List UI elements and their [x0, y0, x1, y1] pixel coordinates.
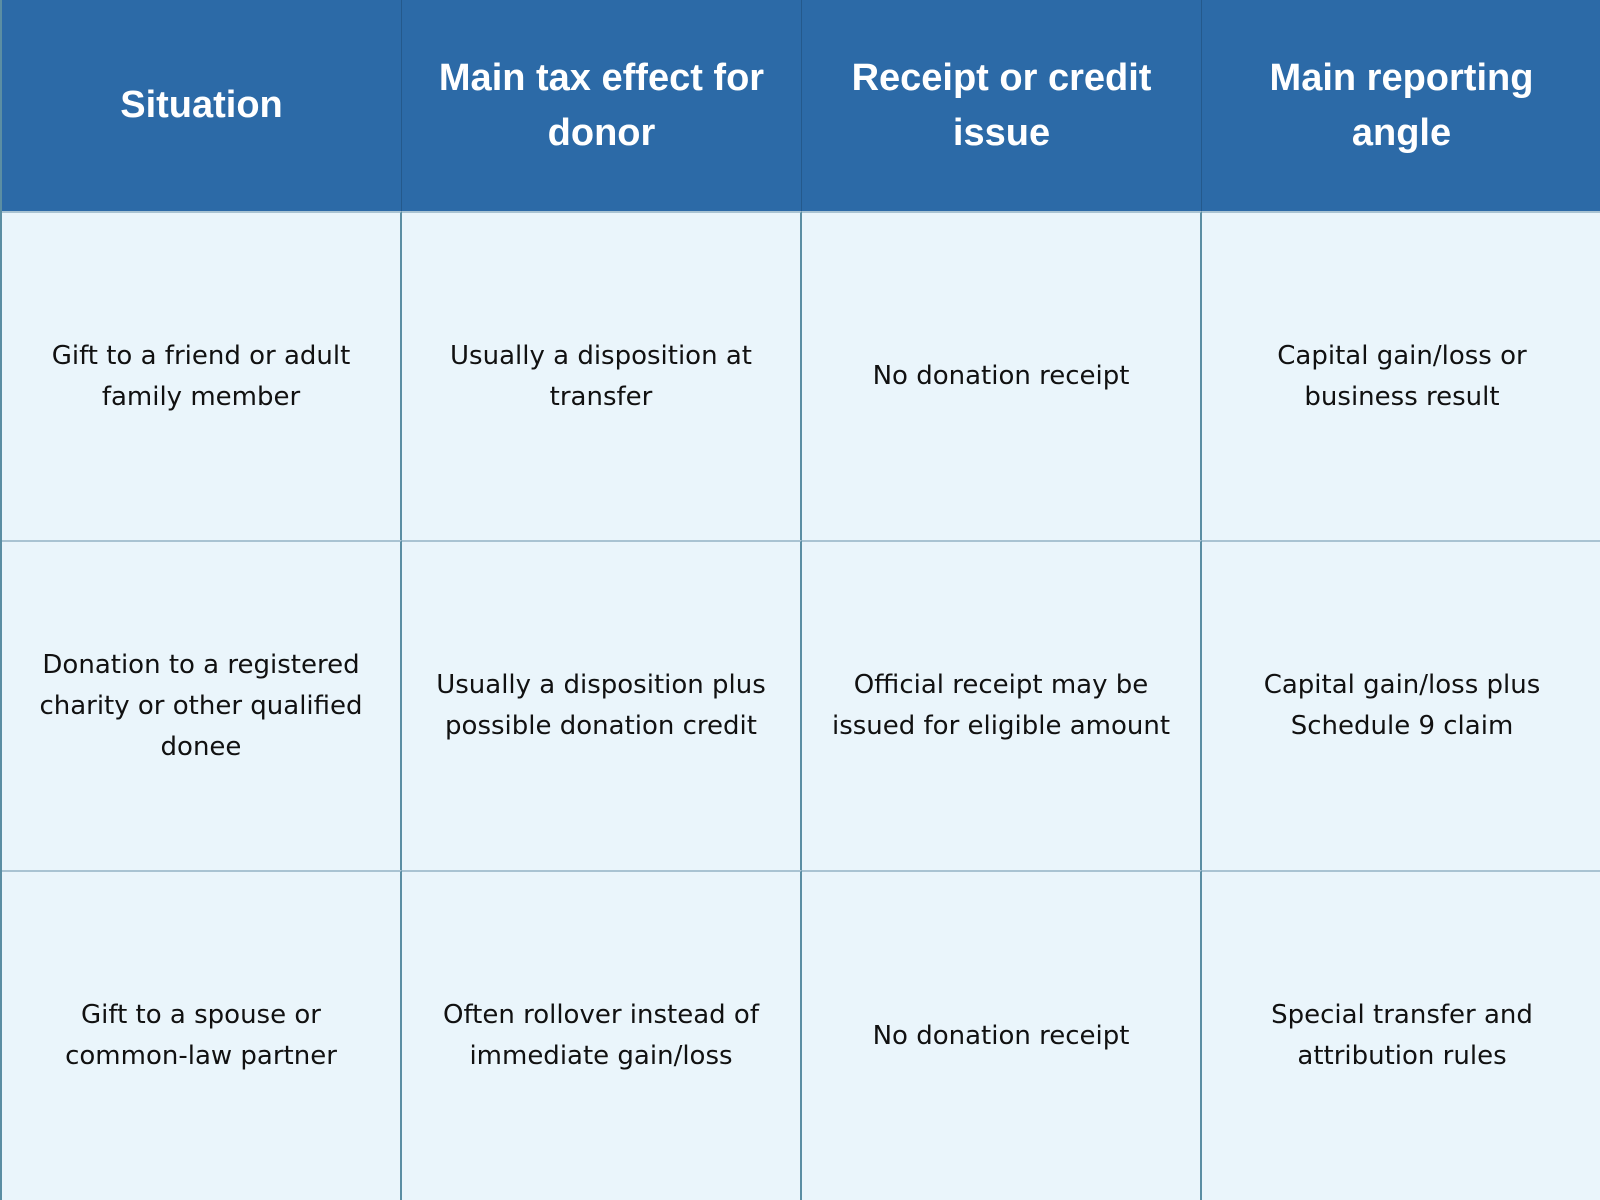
cell-text: Gift to a spouse or common-law partner [65, 1000, 337, 1071]
cell-text: No donation receipt [872, 1020, 1130, 1051]
cell-text: Often rollover instead of immediate gain… [442, 1000, 759, 1071]
cell-text: Special transfer and attribution rules [1271, 1000, 1533, 1071]
table-cell-situation: Gift to a friend or adult family member [2, 211, 402, 540]
cell-text: Usually a disposition plus possible dona… [436, 670, 766, 741]
table-cell-receipt: No donation receipt [802, 211, 1202, 540]
table-cell-receipt: Official receipt may be issued for eligi… [802, 540, 1202, 870]
table-cell-reporting: Capital gain/loss plus Schedule 9 claim [1202, 540, 1600, 870]
cell-text: No donation receipt [872, 361, 1130, 391]
table-cell-situation: Donation to a registered charity or othe… [2, 540, 402, 870]
header-receipt-credit: Receipt or credit issue [802, 0, 1202, 211]
table-cell-reporting: Special transfer and attribution rules [1202, 870, 1600, 1200]
table-cell-tax-effect: Usually a disposition plus possible dona… [402, 540, 802, 870]
cell-text: Usually a disposition at transfer [450, 340, 752, 412]
header-main-tax-effect: Main tax effect for donor [402, 0, 802, 211]
cell-text: Capital gain/loss or business result [1277, 340, 1527, 412]
header-reporting-angle: Main reporting angle [1202, 0, 1600, 211]
cell-text: Donation to a registered charity or othe… [39, 649, 363, 762]
header-label: Situation [120, 84, 283, 126]
header-label: Receipt or credit issue [851, 56, 1152, 154]
cell-text: Official receipt may be issued for eligi… [831, 670, 1171, 741]
table-cell-reporting: Capital gain/loss or business result [1202, 211, 1600, 540]
table-cell-tax-effect: Usually a disposition at transfer [402, 211, 802, 540]
table-cell-receipt: No donation receipt [802, 870, 1202, 1200]
header-label: Main reporting angle [1269, 56, 1534, 154]
cell-text: Capital gain/loss plus Schedule 9 claim [1263, 670, 1541, 741]
header-situation: Situation [2, 0, 402, 211]
table-cell-tax-effect: Often rollover instead of immediate gain… [402, 870, 802, 1200]
cell-text: Gift to a friend or adult family member [51, 340, 351, 412]
header-label: Main tax effect for donor [438, 56, 765, 154]
table-cell-situation: Gift to a spouse or common-law partner [2, 870, 402, 1200]
